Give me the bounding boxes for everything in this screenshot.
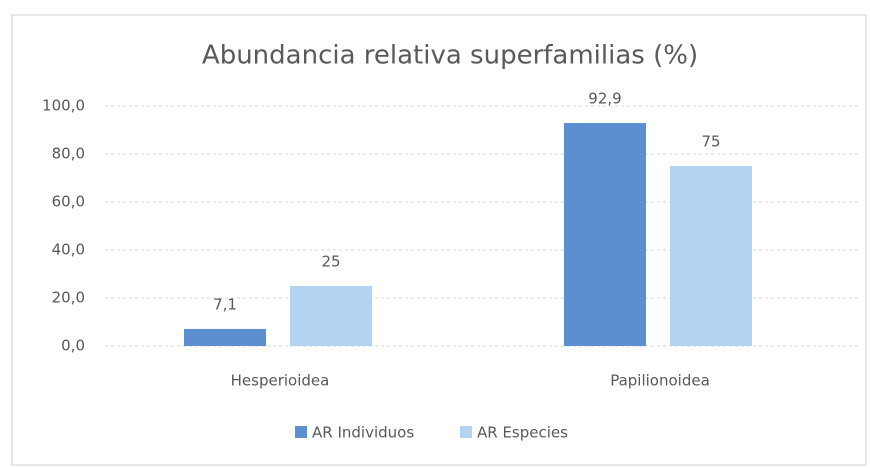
y-tick-label: 80,0 <box>52 145 85 163</box>
y-tick-label: 40,0 <box>52 241 85 259</box>
x-tick-label: Hesperioidea <box>231 372 330 390</box>
y-tick-label: 60,0 <box>52 193 85 211</box>
legend-swatch <box>295 426 307 438</box>
bar <box>670 166 752 346</box>
x-tick-label: Papilionoidea <box>610 372 710 390</box>
legend-label: AR Especies <box>477 424 568 442</box>
value-label: 92,9 <box>588 90 621 108</box>
value-label: 25 <box>321 253 340 271</box>
y-tick-label: 20,0 <box>52 289 85 307</box>
legend-label: AR Individuos <box>312 424 414 442</box>
bar <box>184 328 266 346</box>
y-tick-label: 100,0 <box>42 97 85 115</box>
value-label: 75 <box>701 133 720 151</box>
value-label: 7,1 <box>213 295 237 313</box>
bar <box>564 123 646 346</box>
chart-title: Abundancia relativa superfamilias (%) <box>202 41 698 71</box>
bar <box>290 286 372 346</box>
legend-swatch <box>460 426 472 438</box>
y-tick-label: 0,0 <box>61 337 85 355</box>
